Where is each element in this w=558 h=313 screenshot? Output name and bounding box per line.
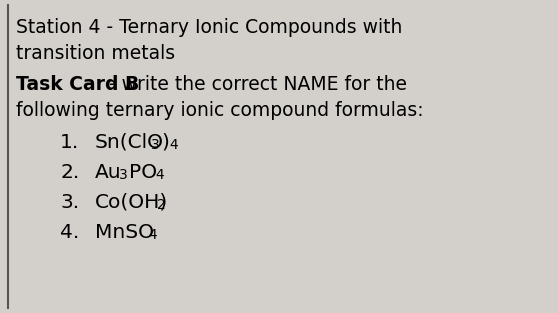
Text: Co(OH): Co(OH) bbox=[95, 193, 169, 212]
Text: - write the correct NAME for the: - write the correct NAME for the bbox=[103, 75, 407, 94]
Text: following ternary ionic compound formulas:: following ternary ionic compound formula… bbox=[16, 101, 424, 120]
Text: PO: PO bbox=[129, 163, 157, 182]
Text: 2.: 2. bbox=[60, 163, 79, 182]
Text: 4.: 4. bbox=[60, 223, 79, 242]
Text: Task Card B: Task Card B bbox=[16, 75, 140, 94]
Text: 3: 3 bbox=[151, 138, 160, 152]
Text: Station 4 - Ternary Ionic Compounds with: Station 4 - Ternary Ionic Compounds with bbox=[16, 18, 402, 37]
Text: 4: 4 bbox=[148, 228, 157, 242]
Text: Sn(ClO: Sn(ClO bbox=[95, 133, 164, 152]
Text: 1.: 1. bbox=[60, 133, 79, 152]
Text: Au: Au bbox=[95, 163, 122, 182]
Text: 4: 4 bbox=[155, 168, 163, 182]
Text: MnSO: MnSO bbox=[95, 223, 154, 242]
Text: transition metals: transition metals bbox=[16, 44, 175, 63]
Text: 3.: 3. bbox=[60, 193, 79, 212]
Text: 4: 4 bbox=[169, 138, 177, 152]
Text: 3: 3 bbox=[119, 168, 128, 182]
Text: 2: 2 bbox=[157, 198, 166, 212]
Text: ): ) bbox=[161, 133, 169, 152]
